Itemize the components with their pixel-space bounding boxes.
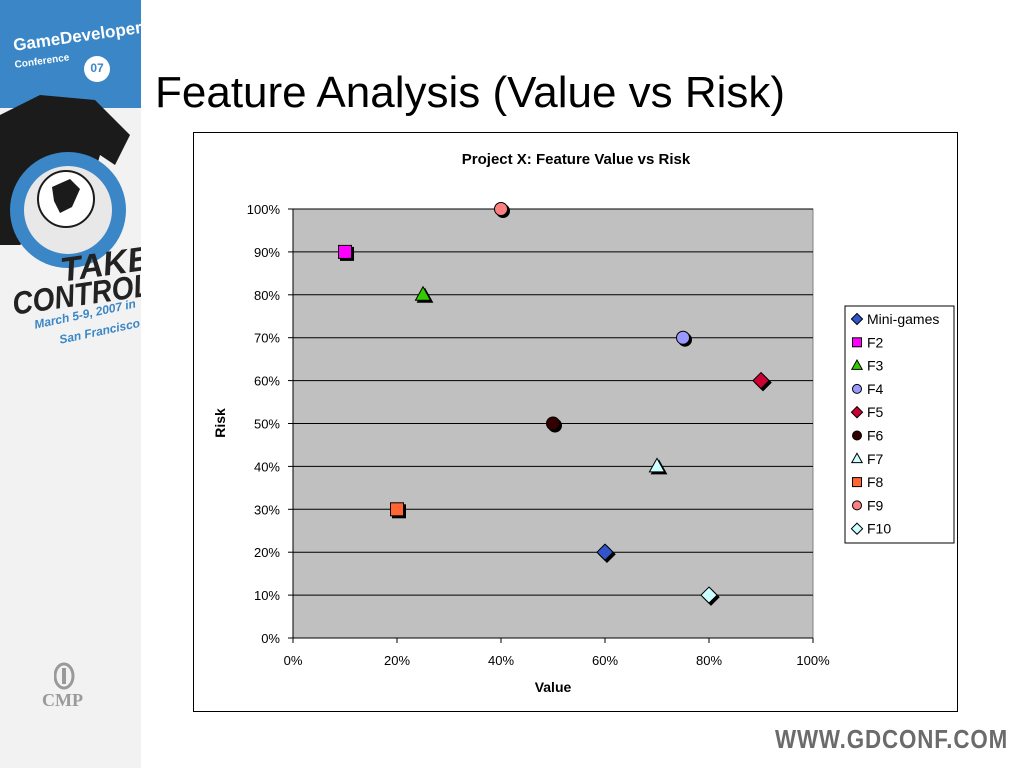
legend-marker bbox=[850, 522, 864, 535]
sponsor-emblem bbox=[54, 662, 75, 690]
legend-marker bbox=[852, 383, 862, 394]
chart-title: Project X: Feature Value vs Risk bbox=[462, 151, 691, 168]
data-point-f3 bbox=[414, 285, 432, 301]
legend-marker bbox=[852, 430, 862, 441]
chart-labels: 0% 10% 20% 30% 40% 50% 60% 70% 80% 90% 100% 0% 20% 40… bbox=[212, 151, 830, 695]
chart-container: Mini-games F2 F3 F4 F5 F6 F7 F8 F9 F10 0% 10% 20% 30… bbox=[193, 132, 958, 712]
legend-marker bbox=[850, 405, 864, 419]
data-point-f5 bbox=[752, 371, 770, 390]
x-axis-label: Value bbox=[535, 679, 572, 695]
hand-globe-illustration bbox=[0, 95, 130, 268]
y-axis-label: Risk bbox=[212, 408, 228, 438]
y-tick-label: 40% bbox=[254, 459, 280, 474]
legend-label: F6 bbox=[867, 428, 884, 444]
legend-marker bbox=[852, 477, 862, 488]
y-tick-label: 70% bbox=[254, 331, 280, 346]
legend: Mini-games F2 F3 F4 F5 F6 F7 F8 F9 F10 bbox=[844, 305, 955, 544]
y-tick-label: 80% bbox=[254, 288, 280, 303]
legend-label: F3 bbox=[867, 358, 884, 374]
sidebar-blue-banner bbox=[0, 0, 141, 108]
legend-marker bbox=[850, 452, 864, 464]
data-point-f6 bbox=[546, 416, 560, 431]
legend-label: F9 bbox=[867, 497, 884, 513]
legend-label: F8 bbox=[867, 474, 884, 490]
conference-sidebar: GameDevelopers Conference 07 TAKE CONTRO… bbox=[0, 0, 141, 768]
legend-label: F7 bbox=[867, 451, 884, 467]
data-point-f10 bbox=[700, 586, 718, 604]
sponsor-logo: CMP bbox=[42, 662, 94, 711]
legend-marker bbox=[850, 312, 864, 326]
legend-marker bbox=[852, 337, 862, 348]
axes bbox=[288, 208, 814, 643]
data-point-f9 bbox=[494, 202, 508, 216]
y-tick-label: 20% bbox=[254, 545, 280, 560]
footer-url: WWW.GDCONF.COM bbox=[775, 724, 1009, 754]
scatter-chart: Mini-games F2 F3 F4 F5 F6 F7 F8 F9 F10 0% 10% 20% 30… bbox=[212, 151, 955, 695]
legend-label: F10 bbox=[867, 521, 891, 537]
globe-continent bbox=[52, 179, 80, 213]
slide-title: Feature Analysis (Value vs Risk) bbox=[155, 68, 786, 117]
legend-marker bbox=[850, 358, 864, 370]
x-tick-label: 100% bbox=[796, 653, 830, 668]
legend-marker bbox=[852, 500, 862, 511]
data-point-f4 bbox=[676, 330, 690, 345]
data-point-mini-games bbox=[596, 543, 614, 561]
x-tick-label: 20% bbox=[384, 653, 410, 668]
legend-box bbox=[844, 305, 955, 544]
y-tick-label: 30% bbox=[254, 502, 280, 517]
brand-year: 07 bbox=[90, 61, 104, 75]
sponsor-name: CMP bbox=[42, 690, 83, 710]
y-tick-label: 90% bbox=[254, 245, 280, 260]
x-tick-label: 80% bbox=[696, 653, 722, 668]
data-points bbox=[338, 202, 772, 606]
y-tick-label: 100% bbox=[247, 202, 281, 217]
y-tick-label: 60% bbox=[254, 374, 280, 389]
legend-label: F2 bbox=[867, 334, 884, 350]
y-tick-label: 0% bbox=[261, 631, 280, 646]
data-point-f8 bbox=[390, 502, 404, 517]
legend-label: Mini-games bbox=[867, 311, 939, 327]
legend-label: F5 bbox=[867, 404, 884, 420]
data-point-f7 bbox=[648, 457, 666, 473]
brand-year-badge: 07 bbox=[84, 56, 110, 82]
x-tick-label: 60% bbox=[592, 653, 618, 668]
data-point-f2 bbox=[338, 244, 352, 259]
legend-label: F4 bbox=[867, 381, 884, 397]
y-tick-label: 10% bbox=[254, 588, 280, 603]
x-tick-label: 0% bbox=[284, 653, 303, 668]
y-tick-label: 50% bbox=[254, 417, 280, 432]
x-tick-label: 40% bbox=[488, 653, 514, 668]
